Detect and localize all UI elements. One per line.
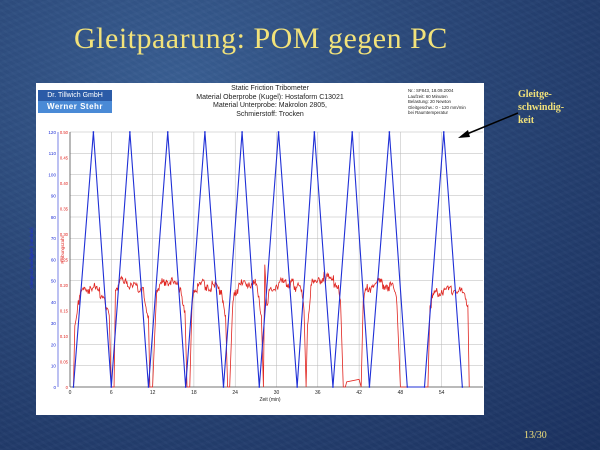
x-tick-label: 54 [439,390,445,396]
series-velocity-point [147,386,150,388]
y-right-tick-label: 0.50 [60,130,69,135]
series-velocity-point [110,386,113,388]
y-right-tick-label: 0 [66,385,69,390]
chart-header-line: Material Oberprobe (Kugel): Hostaform C1… [196,93,344,101]
info-line: Gleitgeschw.: 0 - 120 mm/min [408,104,466,110]
series-velocity-point [313,131,316,133]
x-tick-label: 48 [398,390,404,396]
y-axis-right-label: Reibungszahl [60,236,65,263]
series-velocity-point [423,386,426,388]
info-line: Laufzeit: 60 Minuten [408,93,448,99]
info-box: Nr.: SF843, 18.09.2004 Laufzeit: 60 Minu… [408,88,482,116]
y-right-tick-label: 0.10 [60,334,69,339]
y-right-tick-label: 0.35 [60,206,69,211]
annotation-label: Gleitge- schwindig- keit [518,88,578,127]
chart-header: Static Friction Tribometer Material Ober… [150,85,390,119]
x-tick-label: 36 [315,390,321,396]
y-right-tick-label: 0.40 [60,181,69,186]
series-velocity-point [332,386,334,388]
page-number: 13/30 [524,430,547,441]
y-left-tick-label: 20 [51,342,57,347]
y-right-tick-label: 0.05 [60,359,69,364]
annotation-line: schwindig- [518,102,565,113]
x-axis-label: Zeit (min) [259,397,280,403]
series-velocity-point [351,131,354,133]
series-friction-line [73,264,470,388]
logo-company: Dr. Tillwich GmbH [38,90,112,101]
series-velocity-point [204,131,206,133]
y-right-tick-label: 0.30 [60,232,69,237]
y-left-tick-label: 80 [51,215,57,220]
slide-title: Gleitpaarung: POM gegen PC [74,22,448,55]
series-velocity-point [368,386,371,388]
y-left-tick-label: 70 [51,236,57,241]
y-left-tick-label: 10 [51,364,57,369]
grid [69,131,483,388]
y-left-tick-label: 0 [53,385,56,390]
x-tick-label: 0 [69,390,72,396]
series-velocity-point [92,131,95,133]
y-left-tick-label: 110 [49,151,57,156]
x-tick-label: 42 [356,390,362,396]
series-velocity-point [241,131,243,133]
series-velocity-point [296,386,299,388]
y-left-tick-label: 40 [51,300,57,305]
series-velocity-point [222,386,225,388]
y-left-tick-label: 30 [51,321,57,326]
series-velocity-point [166,131,169,133]
y-left-tick-label: 60 [51,257,57,262]
chart-header-line: Schmierstoff: Trocken [236,110,304,118]
x-tick-label: 24 [232,390,238,396]
y-right-tick-label: 0.25 [60,257,69,262]
annotation-line: Gleitge- [518,89,552,100]
series-velocity-point [442,131,445,133]
logo-name: Werner Stehr [38,101,112,113]
series-velocity-line [72,131,463,388]
ticks: 0 6 12 18 24 30 36 42 48 54 0 10 20 30 40 50 60 70 80 90 100… [48,130,444,396]
chart-header-line: Static Friction Tribometer [231,85,309,92]
series-velocity-point [128,131,131,133]
x-tick-label: 12 [150,390,156,396]
y-right-tick-label: 0.20 [60,283,69,288]
series-velocity-point [258,386,261,388]
y-left-tick-label: 100 [48,172,56,177]
x-tick-label: 30 [274,390,280,396]
series-velocity-point [277,131,280,133]
series-velocity-point [388,131,391,133]
series-velocity-point [72,386,75,388]
x-tick-label: 18 [191,390,197,396]
series-velocity-point [461,386,464,388]
y-left-tick-label: 90 [51,194,57,199]
series-velocity-point [406,386,409,388]
y-right-tick-label: 0.15 [60,308,69,313]
annotation-arrow [458,112,519,138]
y-left-tick-label: 50 [51,279,57,284]
y-left-tick-label: 120 [48,130,56,135]
y-right-tick-label: 0.45 [60,155,69,160]
annotation-line: keit [518,115,535,126]
x-tick-label: 6 [110,390,113,396]
info-line: Nr.: SF843, 18.09.2004 [408,88,454,93]
info-line: bei Raumtemperatur [408,110,449,116]
series-group [72,131,470,388]
info-line: Belastung: 20 Newton [408,99,451,105]
y-axis-left-label: Gleitgeschwindigkeit (mm/min) [29,227,34,289]
chart-header-line: Material Unterprobe: Makrolon 2805, [212,102,327,109]
series-velocity-point [184,386,187,388]
